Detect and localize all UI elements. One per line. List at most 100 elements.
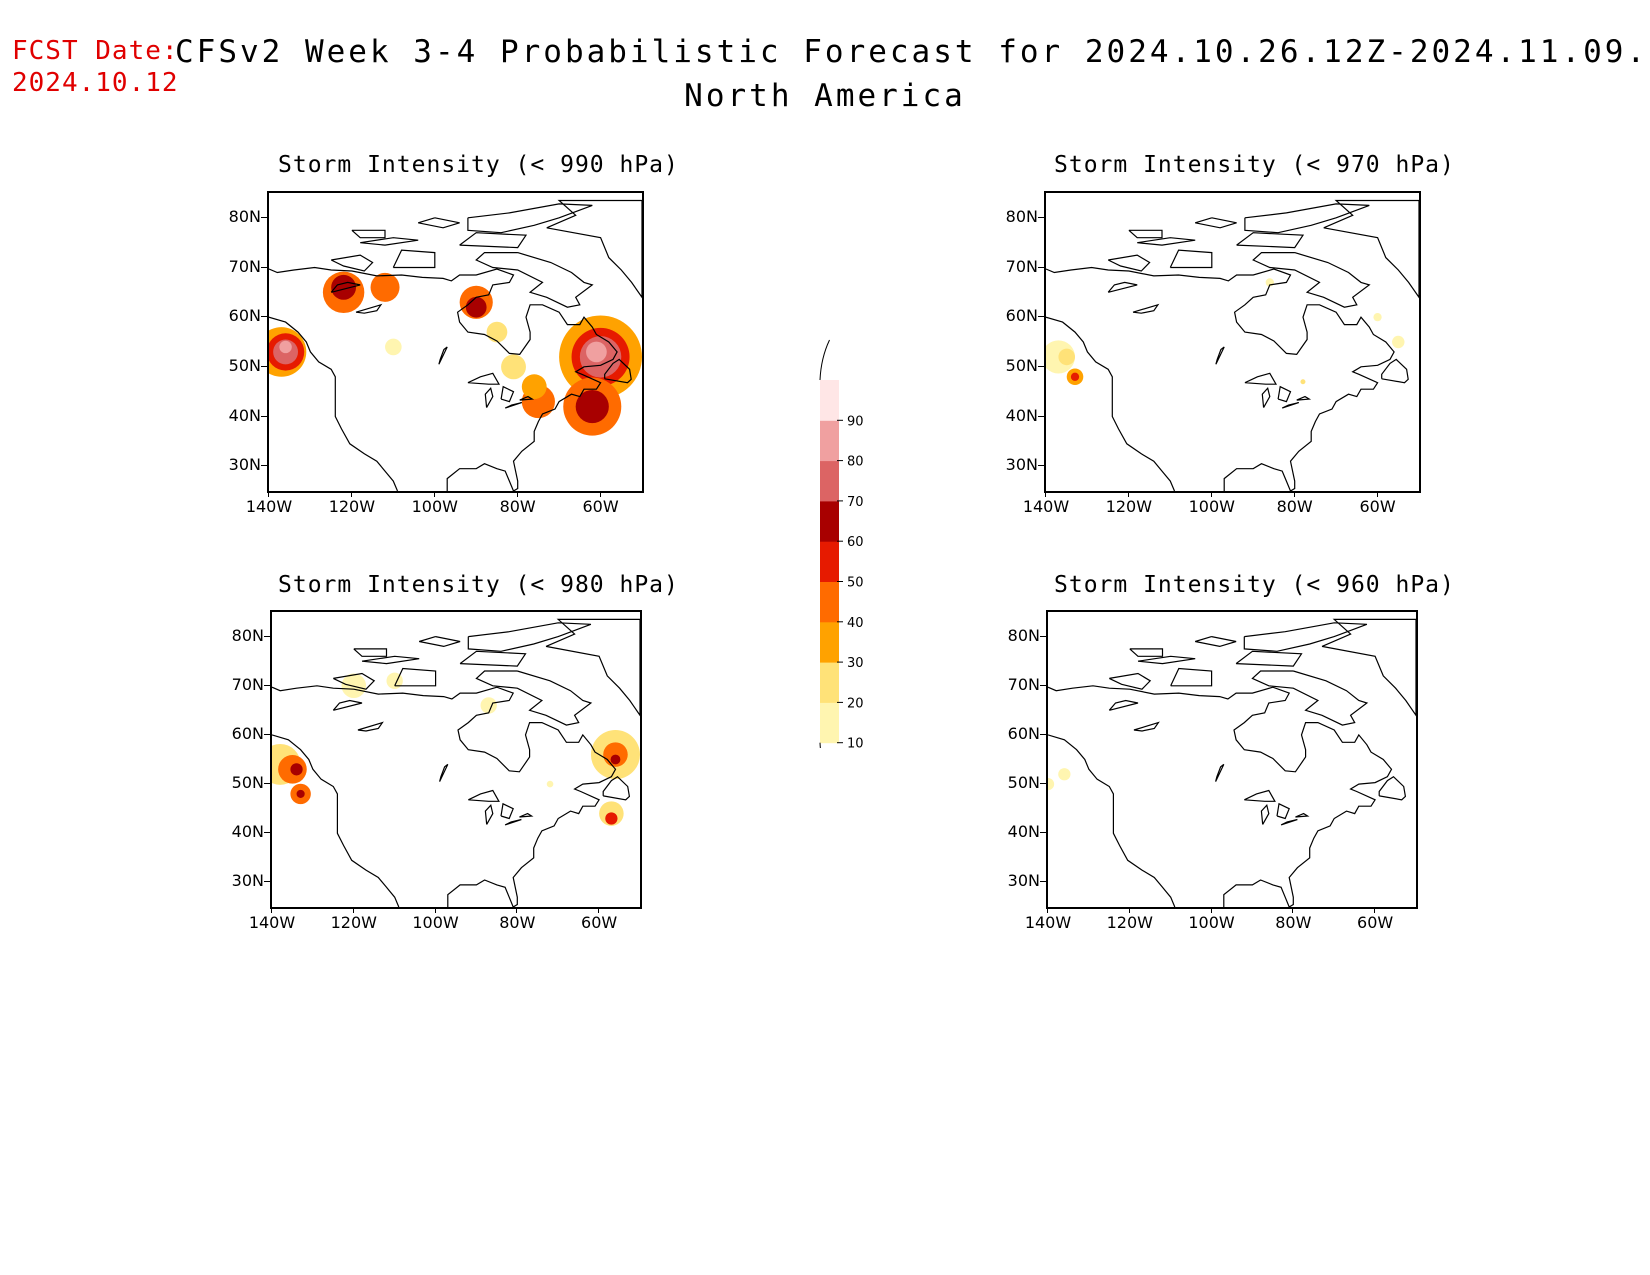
map-panel-990 xyxy=(267,191,644,493)
lat-tick-label: 80N xyxy=(228,206,261,226)
coastline xyxy=(484,386,494,408)
lon-tick-mark xyxy=(599,491,601,497)
lat-tick-mark xyxy=(264,881,271,883)
lat-tick-mark xyxy=(261,465,268,467)
coastline xyxy=(1108,699,1139,711)
lon-tick-mark xyxy=(1210,491,1212,497)
lat-tick-mark xyxy=(1038,266,1045,268)
lon-tick-mark xyxy=(1376,491,1378,497)
probability-shading xyxy=(386,672,403,690)
lat-tick-label: 60N xyxy=(1005,306,1038,326)
lat-tick-label: 40N xyxy=(1005,405,1038,425)
probability-shading xyxy=(370,272,400,302)
coastline xyxy=(361,655,420,665)
lat-tick-label: 40N xyxy=(231,822,264,842)
coastline xyxy=(1236,232,1305,249)
lon-tick-mark xyxy=(1127,491,1129,497)
lon-tick-mark xyxy=(1292,907,1294,913)
coastline xyxy=(392,249,436,269)
lat-tick-label: 70N xyxy=(231,674,264,694)
lat-tick-mark xyxy=(1040,684,1047,686)
coastline xyxy=(1277,385,1292,403)
colorbar-label: 80 xyxy=(847,455,864,470)
coastline xyxy=(467,622,592,652)
colorbar-canvas: 10 20 30 40 50 60 70 80 90 xyxy=(819,339,864,781)
lat-tick-label: 30N xyxy=(1007,871,1040,891)
colorbar-label: 60 xyxy=(847,535,864,550)
probability-shading xyxy=(385,338,402,356)
lon-tick-label: 140W xyxy=(245,497,293,516)
coastline xyxy=(360,237,419,246)
probability-shading xyxy=(501,354,526,380)
coastline xyxy=(419,636,461,648)
colorbar-swatch xyxy=(820,380,839,421)
coastline xyxy=(459,650,527,667)
lon-tick-mark xyxy=(1128,907,1130,913)
lat-tick-mark xyxy=(261,316,268,318)
lon-tick-label: 60W xyxy=(582,497,619,516)
coastline xyxy=(519,395,535,401)
probability-shading xyxy=(1058,348,1076,366)
coastline xyxy=(500,385,515,403)
colorbar-swatch xyxy=(820,702,839,744)
lat-tick-mark xyxy=(1040,881,1047,883)
lon-tick-mark xyxy=(1210,907,1212,913)
probability-shading xyxy=(575,389,609,424)
coastline xyxy=(1235,650,1303,667)
probability-shading xyxy=(296,789,305,799)
lon-tick-label: 140W xyxy=(1024,913,1072,932)
lon-tick-label: 100W xyxy=(1188,497,1235,516)
coastline xyxy=(1261,386,1271,408)
lat-tick-label: 40N xyxy=(228,405,261,425)
coastline xyxy=(272,734,400,907)
coastline xyxy=(357,721,384,732)
lon-tick-label: 140W xyxy=(248,913,296,932)
forecast-date-label: FCST Date: xyxy=(12,36,179,66)
lon-tick-mark xyxy=(352,907,354,913)
lat-tick-label: 70N xyxy=(1005,256,1038,276)
coastline xyxy=(1128,229,1163,239)
coastline xyxy=(519,812,534,818)
lon-tick-mark xyxy=(1045,491,1046,497)
colorbar-swatch xyxy=(820,500,839,542)
coastline xyxy=(1132,303,1160,314)
lon-tick-label: 120W xyxy=(1105,497,1153,516)
coastline xyxy=(272,685,617,907)
coastline xyxy=(1129,648,1164,657)
coastline xyxy=(500,802,514,820)
coastline xyxy=(439,763,449,782)
colorbar-swatch xyxy=(820,662,839,703)
coastline xyxy=(602,775,631,801)
coastline xyxy=(1107,254,1151,272)
lon-tick-mark xyxy=(433,491,435,497)
coastline xyxy=(1244,203,1370,234)
coastline xyxy=(1276,802,1290,820)
coastline xyxy=(1378,775,1407,801)
coastline xyxy=(418,217,460,229)
figure-subtitle: North America xyxy=(684,78,966,114)
lat-tick-mark xyxy=(261,266,268,268)
colorbar-label: 20 xyxy=(847,696,864,711)
lon-tick-label: 100W xyxy=(412,913,459,932)
probability-shading xyxy=(1070,372,1080,381)
coastline xyxy=(545,618,640,717)
probability-shading xyxy=(546,780,554,788)
map-panel-980 xyxy=(270,610,642,909)
lat-tick-label: 60N xyxy=(231,723,264,743)
coastline xyxy=(1170,667,1213,687)
probability-shading xyxy=(1058,768,1071,781)
panel-title-970: Storm Intensity (< 970 hPa) xyxy=(1054,152,1455,178)
probability-shading xyxy=(1300,379,1306,385)
coastline xyxy=(1251,670,1369,726)
lat-tick-label: 60N xyxy=(1007,723,1040,743)
lat-tick-label: 80N xyxy=(231,625,264,645)
lat-tick-mark xyxy=(1040,832,1047,834)
panel-title-990: Storm Intensity (< 990 hPa) xyxy=(278,152,679,178)
lon-tick-mark xyxy=(434,907,436,913)
coastline xyxy=(353,648,388,657)
colorbar-swatch xyxy=(820,581,839,623)
coastline xyxy=(504,402,522,409)
map-canvas xyxy=(269,199,642,491)
lat-tick-mark xyxy=(264,783,271,785)
colorbar-label: 30 xyxy=(847,656,864,671)
